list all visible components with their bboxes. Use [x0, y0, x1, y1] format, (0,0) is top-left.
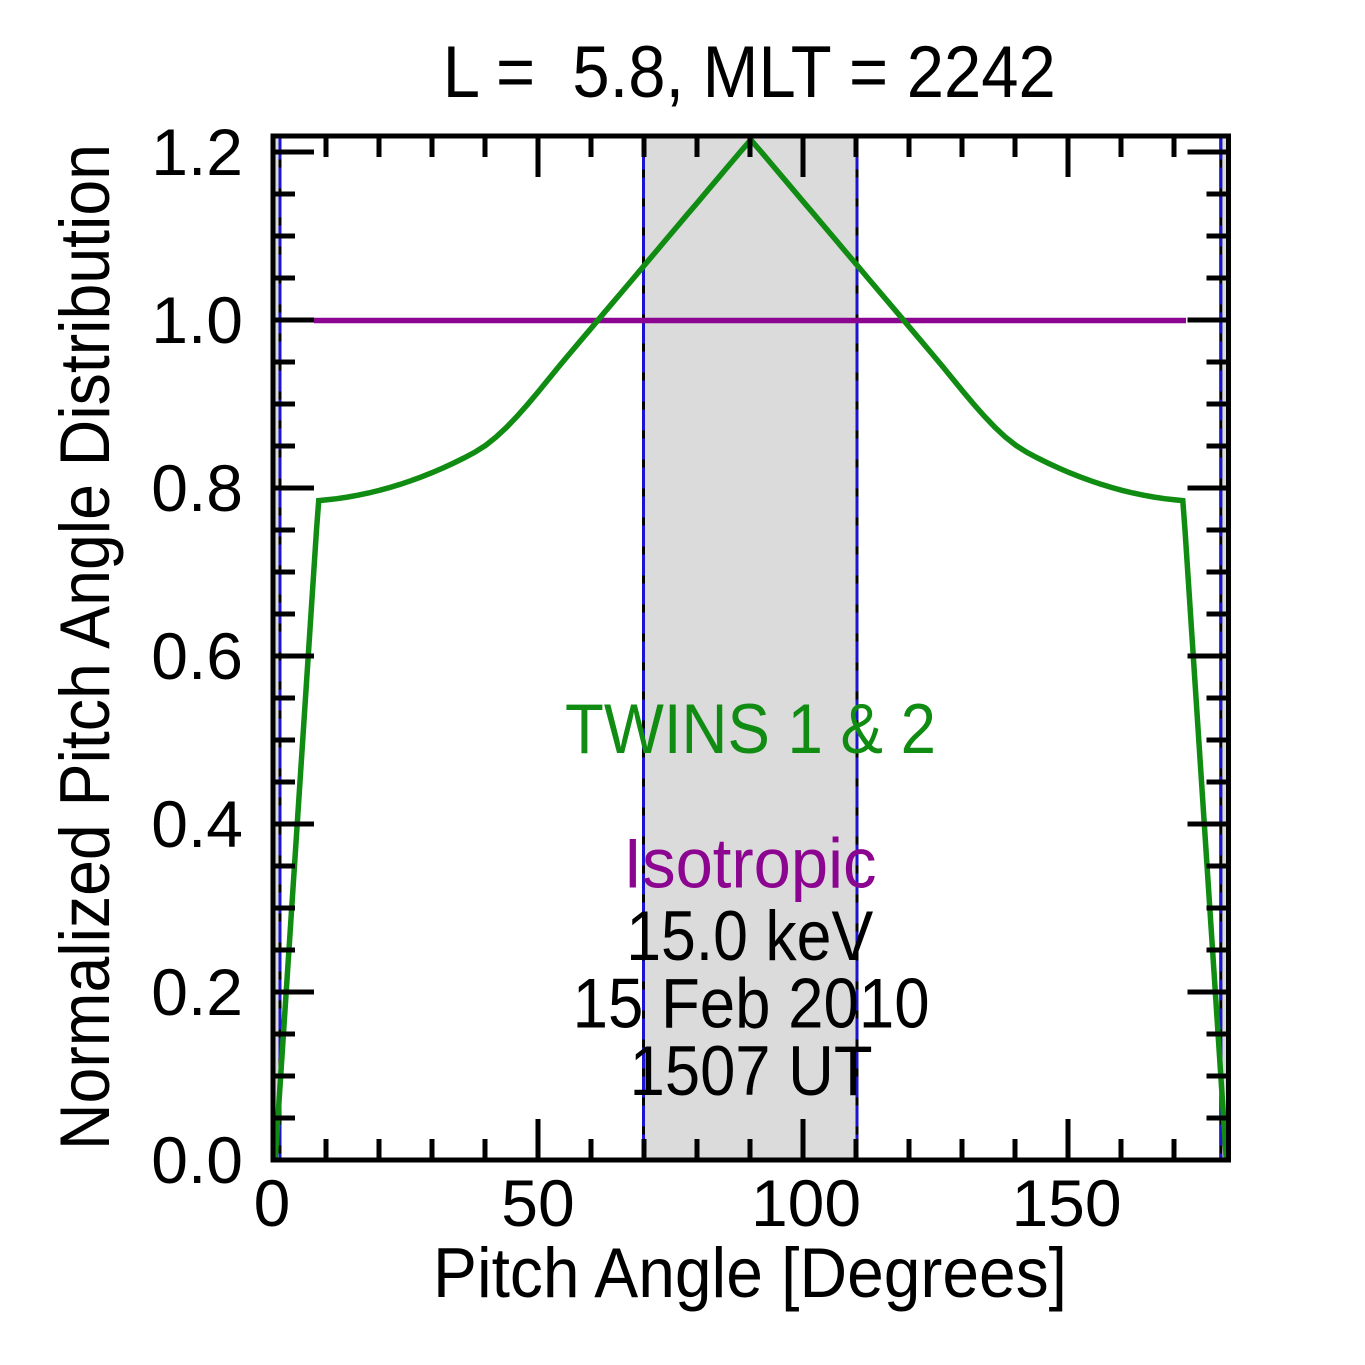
- svg-text:0.8: 0.8: [151, 451, 243, 525]
- svg-text:150: 150: [1011, 1166, 1121, 1240]
- svg-text:Isotropic: Isotropic: [624, 824, 877, 903]
- svg-text:0.2: 0.2: [151, 955, 243, 1029]
- svg-text:15.0 keV: 15.0 keV: [626, 896, 873, 975]
- svg-text:0.6: 0.6: [151, 619, 243, 693]
- svg-text:1507 UT: 1507 UT: [630, 1031, 873, 1110]
- svg-text:TWINS 1 & 2: TWINS 1 & 2: [565, 689, 936, 768]
- svg-text:1.2: 1.2: [151, 115, 243, 189]
- svg-text:L = 5.8, MLT = 2242: L = 5.8, MLT = 2242: [443, 32, 1056, 113]
- svg-text:0.0: 0.0: [151, 1123, 243, 1197]
- svg-text:100: 100: [751, 1166, 861, 1240]
- svg-text:0: 0: [254, 1166, 291, 1240]
- svg-text:15 Feb 2010: 15 Feb 2010: [573, 964, 930, 1043]
- svg-text:1.0: 1.0: [151, 283, 243, 357]
- svg-text:50: 50: [501, 1166, 574, 1240]
- svg-text:0.4: 0.4: [151, 787, 243, 861]
- svg-text:Normalized Pitch Angle Distrib: Normalized Pitch Angle Distribution: [45, 144, 124, 1150]
- svg-text:Pitch Angle [Degrees]: Pitch Angle [Degrees]: [433, 1233, 1067, 1312]
